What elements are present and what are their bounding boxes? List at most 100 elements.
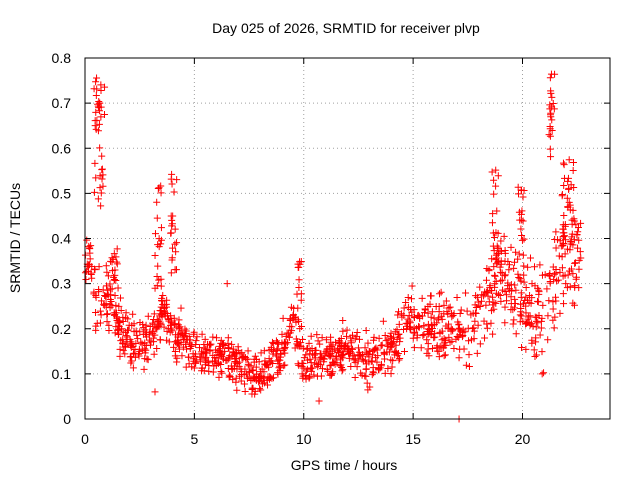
data-point [153,214,161,222]
data-point [408,295,415,303]
data-point [172,248,180,256]
data-point [345,354,353,362]
data-point [377,341,385,349]
data-point [241,388,249,396]
data-point [135,352,143,360]
data-point [307,332,315,340]
data-point [302,367,310,375]
data-point [221,347,229,355]
y-tick-label: 0.4 [52,231,72,247]
data-point [248,367,256,375]
data-point [450,345,458,353]
data-point [438,344,446,352]
data-point [220,340,228,348]
data-point [112,323,120,331]
data-point [129,364,137,372]
data-point [369,364,377,372]
data-point [510,264,518,272]
data-point [98,166,106,174]
data-point [520,271,528,279]
data-point [157,240,165,248]
data-point [316,340,324,348]
data-point [383,341,391,349]
data-point [363,379,371,387]
data-point [510,304,518,312]
data-point [105,327,113,335]
data-point [353,363,361,371]
data-point [505,266,513,274]
data-point [261,360,269,368]
data-point [109,255,117,263]
data-point [536,261,544,269]
data-point [121,350,129,358]
data-point [234,360,242,368]
data-point [305,374,313,382]
data-point [558,192,566,200]
data-point [90,188,98,196]
data-point [92,108,100,116]
data-point [524,263,532,271]
data-point [150,350,158,358]
x-tick-labels: 0 5 10 15 20 [81,431,530,447]
data-point [559,221,567,229]
data-point [462,361,470,369]
data-point [381,369,389,377]
data-point [560,182,568,190]
data-point [103,268,111,276]
data-point [298,323,306,330]
data-point [574,228,582,236]
data-point [559,229,567,237]
data-point [146,323,154,331]
data-point [533,351,541,359]
data-point [567,265,575,273]
data-point [320,358,328,366]
data-point [427,313,435,321]
data-point [90,290,98,298]
data-point [150,310,158,318]
data-point [551,313,559,321]
data-point [160,305,168,313]
data-point [515,250,523,258]
data-point [179,343,187,351]
data-point [155,235,163,243]
data-point [114,284,122,292]
data-point [538,370,546,378]
data-point [428,308,436,316]
x-tick-label: 10 [296,431,312,447]
y-tick-label: 0.7 [52,95,72,111]
data-point [548,93,556,101]
data-point [487,319,495,327]
data-point [455,354,463,362]
data-point [416,314,424,322]
data-point [349,331,357,339]
data-point [92,174,100,182]
data-point [381,331,389,339]
x-tick-label: 5 [190,431,198,447]
data-point [119,346,127,354]
data-point [318,353,326,361]
data-point [343,326,351,334]
data-point [160,323,168,331]
data-point [527,299,535,307]
data-point [317,361,325,369]
data-point [356,352,364,360]
data-point [492,182,500,190]
data-point [213,348,221,356]
data-point [507,306,515,314]
data-point [147,338,155,346]
data-point [551,235,559,243]
data-point [546,132,554,140]
data-point [155,243,163,251]
data-point [106,295,114,303]
data-point [136,318,144,326]
data-point [489,330,497,338]
data-point [175,316,183,324]
data-point [339,327,347,335]
data-point [85,242,93,250]
data-point [545,297,553,305]
data-point [163,296,171,304]
data-point [223,356,231,364]
data-point [129,350,137,358]
data-point [561,271,569,279]
data-point [535,288,543,296]
